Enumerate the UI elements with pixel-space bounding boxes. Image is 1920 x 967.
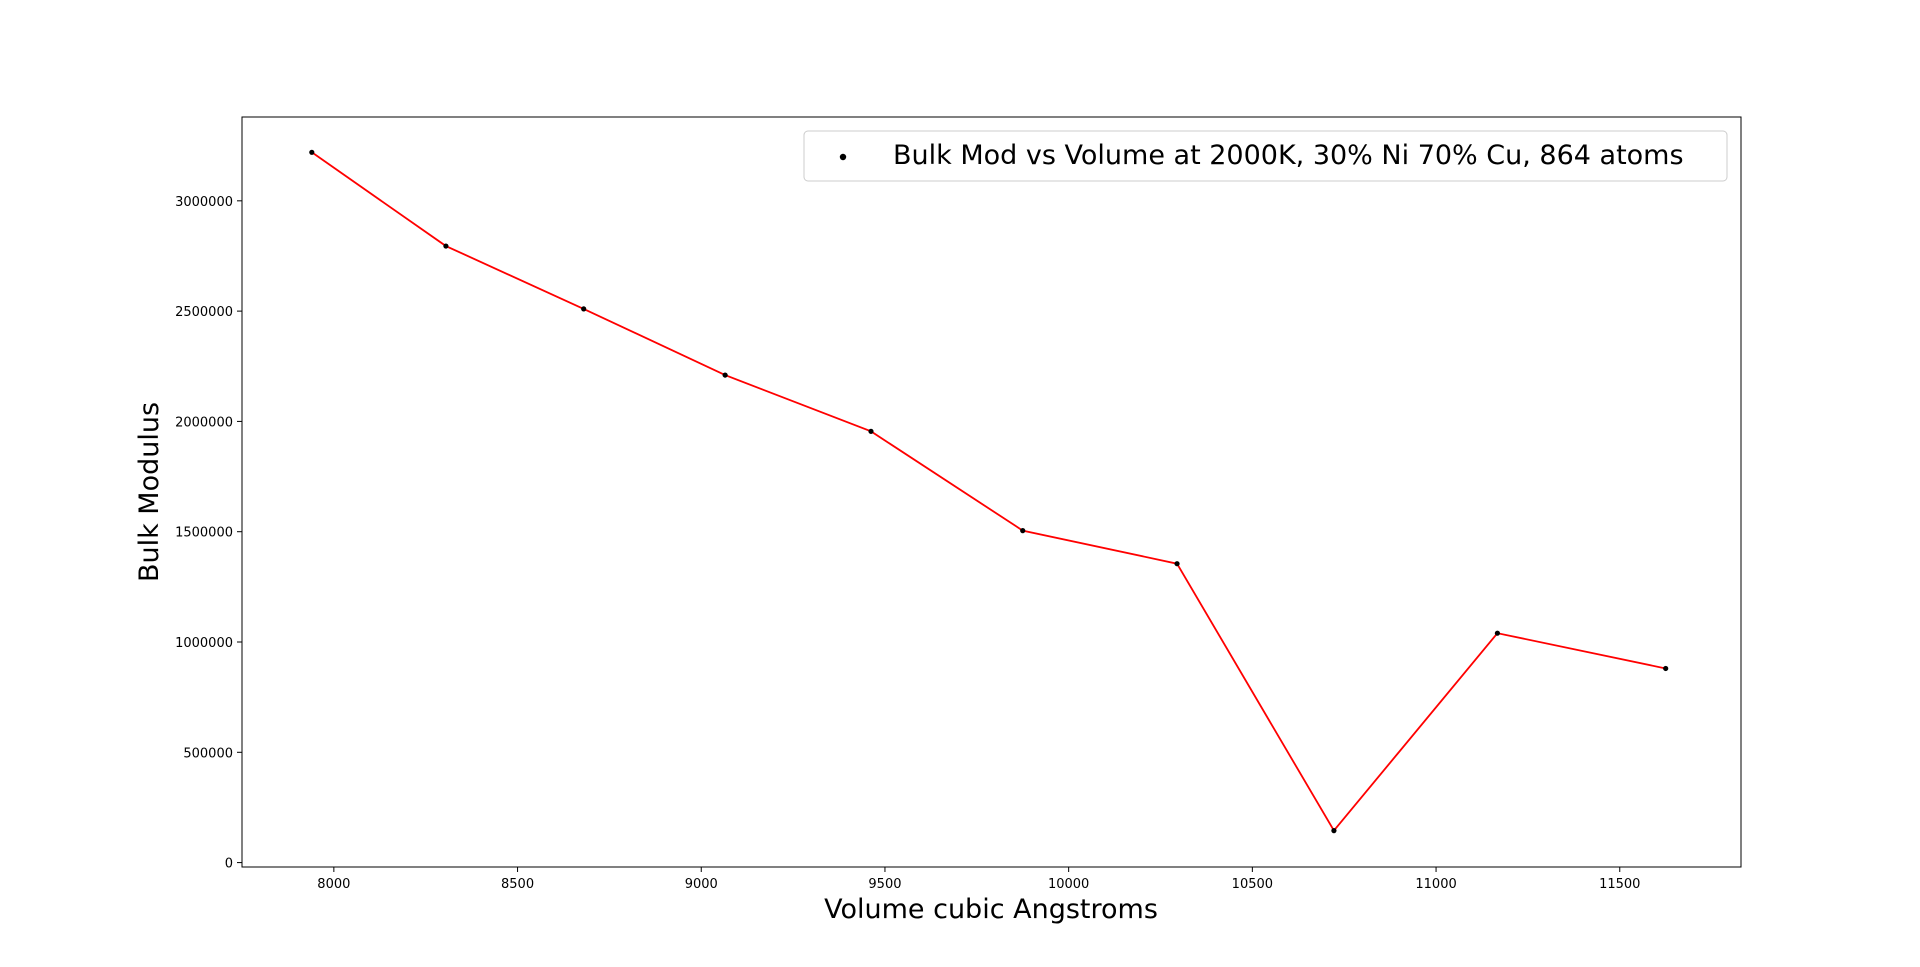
data-point (581, 306, 587, 312)
legend: Bulk Mod vs Volume at 2000K, 30% Ni 70% … (803, 130, 1728, 182)
x-tick-label: 9500 (868, 877, 901, 892)
y-tick-label: 1500000 (175, 526, 233, 541)
y-tick-label: 1000000 (175, 636, 233, 651)
y-tick-label: 2500000 (175, 305, 233, 320)
y-tick-label: 2000000 (175, 415, 233, 430)
data-point (443, 243, 449, 249)
x-tick-label: 11500 (1599, 877, 1640, 892)
y-axis-ticks: 0 500000 1000000 1500000 2000000 2500000 30000… (175, 195, 242, 872)
x-tick-label: 8500 (501, 877, 534, 892)
series-line (311, 151, 1666, 833)
y-tick-label: 3000000 (175, 195, 233, 210)
data-point (1020, 528, 1026, 534)
y-tick-label: 500000 (183, 746, 233, 761)
y-tick-label: 0 (225, 857, 233, 872)
x-tick-label: 9000 (685, 877, 718, 892)
series-layer (309, 149, 1669, 834)
data-point (1494, 630, 1501, 636)
x-tick-label: 10500 (1232, 877, 1273, 892)
x-axis-ticks: 8000 8500 9000 9500 10000 10500 11000 11500 (317, 867, 1640, 892)
data-point (309, 149, 315, 155)
data-point (868, 428, 874, 434)
x-tick-label: 8000 (317, 877, 350, 892)
data-point (1174, 561, 1180, 567)
y-axis-label: Bulk Modulus (134, 402, 165, 582)
plot-area (241, 116, 1742, 868)
x-tick-label: 11000 (1415, 877, 1456, 892)
data-point (1331, 828, 1337, 834)
data-point (1663, 665, 1669, 672)
legend-label: Bulk Mod vs Volume at 2000K, 30% Ni 70% … (893, 140, 1684, 171)
data-point (722, 372, 728, 378)
legend-box (803, 130, 1728, 182)
x-axis-label: Volume cubic Angstroms (824, 894, 1158, 925)
legend-marker (839, 153, 847, 161)
x-tick-label: 10000 (1048, 877, 1089, 892)
